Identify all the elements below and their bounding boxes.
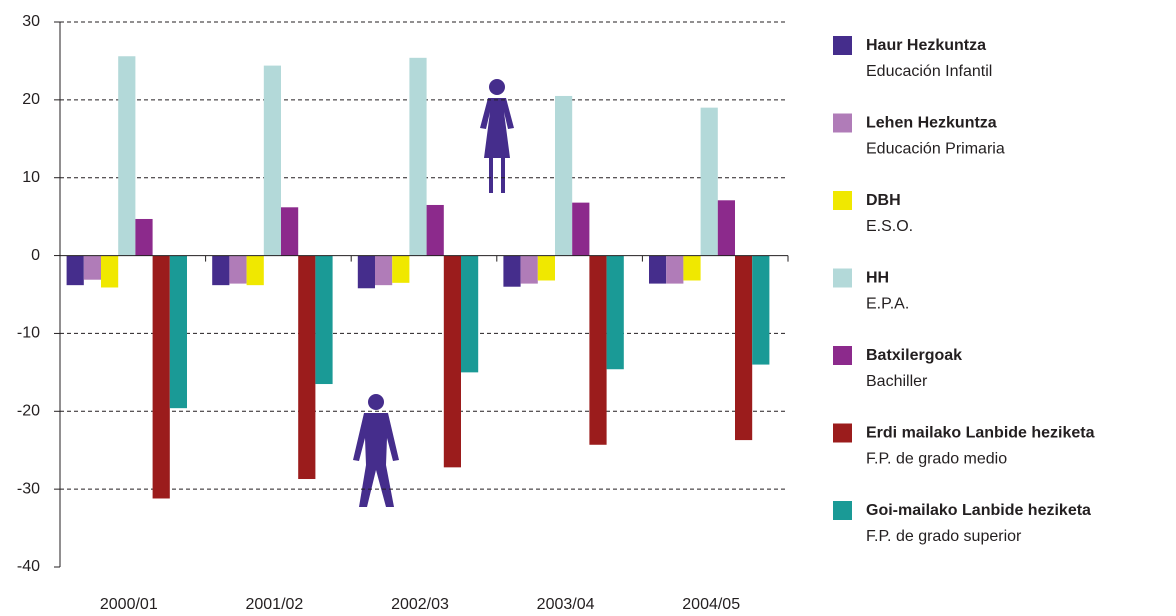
bar: [503, 255, 521, 287]
bar: [589, 255, 607, 445]
bar: [537, 255, 555, 281]
bar: [212, 255, 230, 286]
legend-sublabel: Educación Infantil: [866, 63, 992, 80]
y-tick-label: -10: [17, 325, 40, 342]
legend-label: Erdi mailako Lanbide heziketa: [866, 425, 1095, 442]
y-tick-label: 20: [22, 91, 40, 108]
x-tick-label: 2000/01: [100, 596, 158, 613]
bar: [118, 56, 136, 256]
legend-sublabel: F.P. de grado medio: [866, 451, 1007, 468]
legend-sublabel: Bachiller: [866, 373, 928, 390]
bar: [666, 255, 684, 284]
legend-swatch: [833, 423, 852, 443]
bar: [66, 255, 84, 286]
bar: [281, 207, 299, 256]
legend-sublabel: F.P. de grado superior: [866, 528, 1022, 545]
bar: [169, 255, 187, 409]
bar: [572, 202, 590, 256]
legend-swatch: [833, 501, 852, 520]
bar: [101, 255, 119, 288]
bar: [246, 255, 264, 286]
bar: [375, 255, 393, 286]
legend-sublabel: E.P.A.: [866, 296, 909, 313]
bar: [315, 255, 333, 385]
x-tick-label: 2001/02: [245, 596, 303, 613]
legend-swatch: [833, 191, 852, 210]
bar: [229, 255, 247, 284]
bar: [752, 255, 770, 365]
bar: [717, 200, 735, 256]
legend-sublabel: Educación Primaria: [866, 141, 1005, 158]
y-tick-label: -40: [17, 558, 40, 575]
y-tick-label: -20: [17, 403, 40, 420]
x-tick-label: 2002/03: [391, 596, 449, 613]
bar: [555, 95, 573, 256]
bar: [357, 255, 375, 289]
legend-label: DBH: [866, 192, 901, 209]
bar: [700, 107, 718, 256]
legend-label: Lehen Hezkuntza: [866, 115, 997, 132]
x-tick-label: 2003/04: [537, 596, 595, 613]
y-tick-label: -30: [17, 480, 40, 497]
legend-swatch: [833, 113, 852, 133]
bar: [606, 255, 624, 370]
legend-label: Haur Hezkuntza: [866, 37, 986, 54]
bar: [409, 57, 427, 256]
bar: [152, 255, 170, 499]
man-icon: [353, 394, 399, 507]
legend-sublabel: E.S.O.: [866, 218, 913, 235]
bar: [83, 255, 101, 280]
legend-swatch: [833, 346, 852, 365]
legend-swatch: [833, 268, 852, 288]
bar: [135, 218, 153, 256]
woman-icon: [480, 79, 514, 193]
bar: [298, 255, 316, 480]
bar: [683, 255, 701, 281]
legend-label: Goi-mailako Lanbide heziketa: [866, 502, 1091, 519]
bar: [649, 255, 667, 284]
y-tick-label: 0: [31, 247, 40, 264]
bar: [735, 255, 753, 441]
legend-label: HH: [866, 270, 889, 287]
bar: [426, 204, 444, 256]
y-tick-label: 30: [22, 13, 40, 30]
bar: [392, 255, 410, 283]
legend-swatch: [833, 36, 852, 55]
bar: [461, 255, 479, 373]
bar: [520, 255, 538, 284]
x-tick-label: 2004/05: [682, 596, 740, 613]
bar: [263, 65, 281, 256]
legend-label: Batxilergoak: [866, 347, 962, 364]
y-tick-label: 10: [22, 169, 40, 186]
bar: [443, 255, 461, 468]
